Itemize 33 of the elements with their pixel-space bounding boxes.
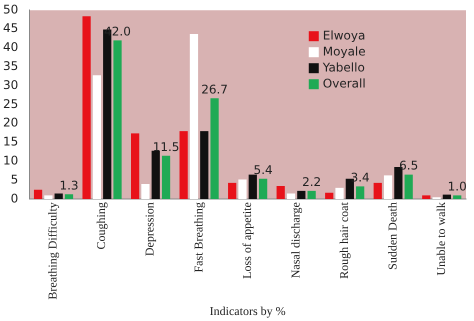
- y-tick-label: 0: [10, 191, 18, 206]
- x-tick-label: Rough hair coat: [336, 202, 351, 279]
- y-tick-label: 15: [2, 134, 18, 149]
- legend-label: Moyale: [322, 44, 366, 58]
- x-tick-label: Nasal discharge: [288, 202, 302, 278]
- y-tick-label: 35: [2, 59, 18, 74]
- y-tick-label: 30: [2, 78, 18, 92]
- legend-label: Yabello: [322, 60, 365, 74]
- x-tick-label: Loss of appetite: [240, 202, 254, 279]
- x-tick-label: Sudden Death: [385, 202, 400, 270]
- y-tick-label: 20: [2, 116, 18, 130]
- x-tick-label: Unable to walk: [434, 202, 448, 276]
- data-label: 5.4: [254, 162, 273, 177]
- legend-label: Elwoya: [322, 28, 366, 42]
- y-tick-label: 25: [2, 96, 18, 111]
- x-tick-label: Depression: [142, 202, 157, 256]
- data-label: 26.7: [201, 82, 228, 96]
- legend-label: Overall: [322, 76, 366, 90]
- y-tick-label: 5: [10, 172, 18, 186]
- data-label: 2.2: [302, 174, 322, 189]
- y-tick-label: 40: [2, 40, 18, 54]
- y-tick-label: 50: [2, 2, 18, 16]
- data-label: 1.3: [59, 178, 79, 192]
- x-tick-label: Breathing Difficulty: [46, 202, 60, 300]
- data-label: 11.5: [152, 140, 180, 154]
- y-tick-label: 45: [2, 21, 18, 36]
- x-tick-label: Coughing: [94, 202, 108, 250]
- data-label: 3.4: [350, 170, 370, 184]
- x-tick-label: Fast Breathing: [191, 202, 206, 273]
- y-tick-label: 10: [2, 154, 18, 168]
- x-axis-title: Indicators by %: [210, 304, 286, 318]
- data-label: 1.0: [448, 180, 467, 194]
- data-label: 6.5: [399, 158, 418, 173]
